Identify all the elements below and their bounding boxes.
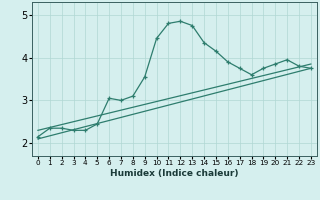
X-axis label: Humidex (Indice chaleur): Humidex (Indice chaleur) [110,169,239,178]
